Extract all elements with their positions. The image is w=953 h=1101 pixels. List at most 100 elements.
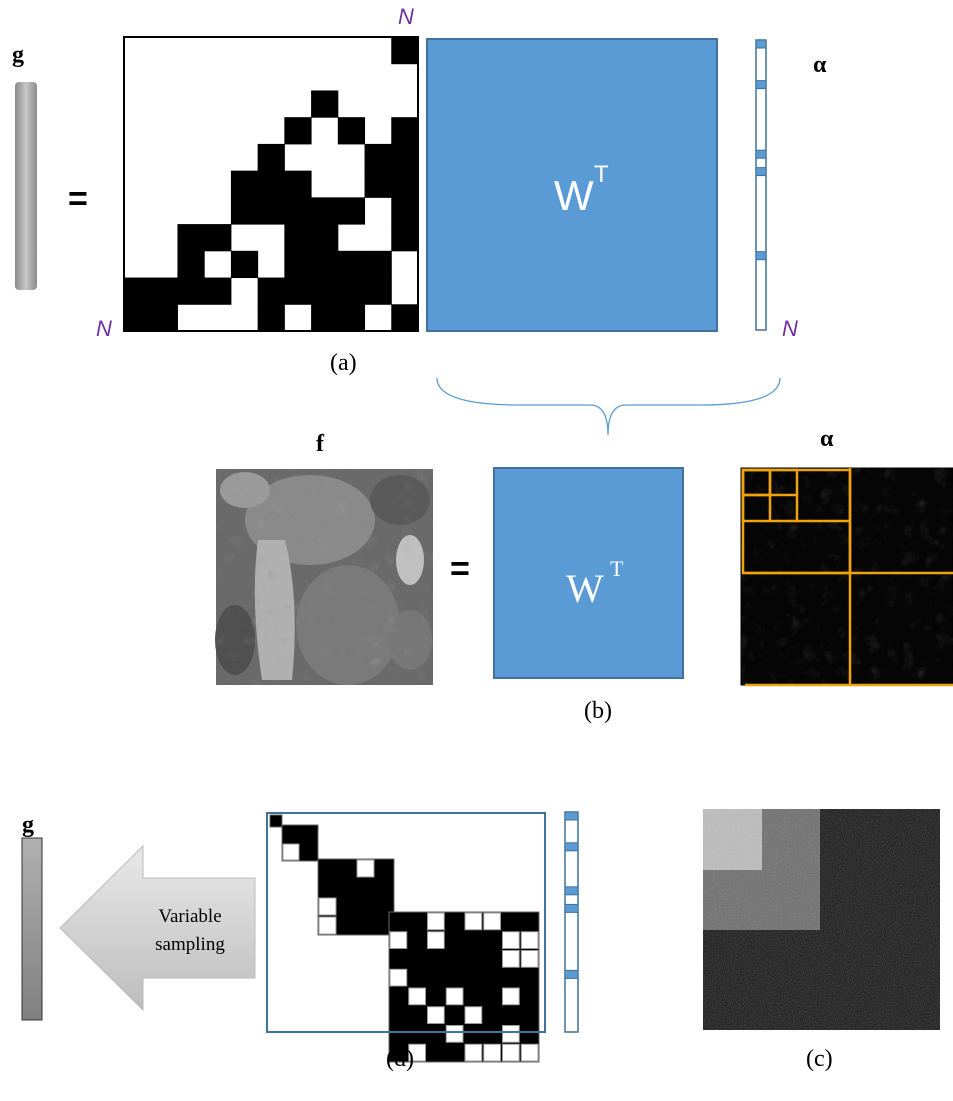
matrix-cell [177, 251, 204, 278]
matrix-cell [338, 278, 365, 305]
block-cell [503, 932, 520, 949]
matrix-cell [391, 197, 418, 224]
arrow-label: Variable [158, 906, 221, 927]
matrix-cell [231, 171, 258, 198]
block [270, 815, 282, 827]
matrix-cell [231, 251, 258, 278]
matrix-cell [204, 278, 231, 305]
matrix-cell [258, 304, 285, 331]
vector-entry [565, 843, 578, 851]
block-cell [503, 988, 520, 1005]
equals-sign: = [450, 550, 470, 588]
block-cell [446, 988, 463, 1005]
matrix-cell [284, 251, 311, 278]
matrix-cell [365, 144, 392, 171]
matrix-cell [311, 278, 338, 305]
matrix-cell [258, 278, 285, 305]
block-cell [521, 932, 538, 949]
matrix-cell [338, 251, 365, 278]
coefficient-vector [565, 812, 578, 1032]
block-cell [428, 932, 445, 949]
matrix-cell [311, 197, 338, 224]
vector-entry [756, 40, 766, 48]
matrix-cell [258, 171, 285, 198]
matrix-cell [338, 117, 365, 144]
matrix-cell [258, 144, 285, 171]
caption: (d) [386, 1046, 414, 1072]
vector-label: g [22, 812, 34, 838]
matrix-cell [338, 197, 365, 224]
matrix-cell [391, 171, 418, 198]
image-label: f [316, 431, 325, 457]
brace [437, 378, 780, 435]
block-cell [283, 844, 299, 860]
matrix-cell [391, 224, 418, 251]
block-cell [357, 860, 374, 877]
matrix-cell [391, 304, 418, 331]
matrix-cell [391, 37, 418, 64]
vector-entry [565, 887, 578, 895]
block-cell [390, 969, 407, 986]
matrix-cell [365, 251, 392, 278]
sampling-arrow [60, 846, 255, 1010]
peppers-image [215, 469, 433, 685]
vector-entry [756, 168, 766, 176]
vector-entry [756, 252, 766, 260]
caption: (a) [330, 350, 357, 376]
matrix-superscript: T [610, 556, 624, 581]
matrix-cell [284, 278, 311, 305]
block-diagonal-matrix [270, 815, 539, 1062]
vector-entry [565, 812, 578, 820]
noise-image [703, 809, 940, 1030]
block-cell [484, 1044, 501, 1061]
matrix-superscript: T [594, 161, 609, 188]
block-cell [390, 932, 407, 949]
dimension-label: N [782, 316, 798, 341]
matrix-cell [177, 278, 204, 305]
matrix-cell [311, 251, 338, 278]
coef-label: α [820, 426, 834, 452]
block-cell [428, 913, 445, 930]
matrix-cell [311, 90, 338, 117]
dimension-label: N [96, 316, 112, 341]
measurement-vector [22, 838, 42, 1020]
arrow-label: sampling [155, 934, 225, 955]
matrix-cell [338, 304, 365, 331]
matrix-cell [391, 144, 418, 171]
matrix-cell [284, 171, 311, 198]
caption: (b) [584, 698, 612, 724]
matrix-label: W [566, 566, 604, 611]
dimension-label: N [398, 4, 414, 29]
figure: g = N N N W T α (a) f = W T α [0, 0, 953, 1101]
block-cell [428, 1007, 445, 1024]
block-cell [465, 1007, 482, 1024]
vector-entry [565, 970, 578, 978]
matrix-cell [284, 224, 311, 251]
matrix-cell [311, 304, 338, 331]
block-cell [465, 1044, 482, 1061]
matrix-cell [124, 304, 151, 331]
block-cell [465, 913, 482, 930]
block-cell [319, 898, 336, 915]
matrix-cell [258, 197, 285, 224]
block-cell [319, 917, 336, 934]
matrix-cell [151, 278, 178, 305]
coef-label: α [813, 52, 827, 78]
matrix-cell [204, 224, 231, 251]
wavelet-image [741, 468, 953, 685]
coefficient-vector [756, 40, 766, 330]
binary-matrix [124, 37, 419, 332]
measurement-vector [15, 82, 37, 290]
vector-entry [756, 81, 766, 89]
vector-entry [756, 150, 766, 158]
vector-label: g [12, 42, 24, 68]
matrix-cell [284, 197, 311, 224]
matrix-cell [365, 278, 392, 305]
vector-entry [565, 904, 578, 912]
matrix-cell [177, 224, 204, 251]
block-cell [503, 1044, 520, 1061]
block-cell [409, 988, 426, 1005]
matrix-label: W [554, 172, 594, 219]
block-cell [521, 951, 538, 968]
equals-sign: = [68, 180, 88, 218]
